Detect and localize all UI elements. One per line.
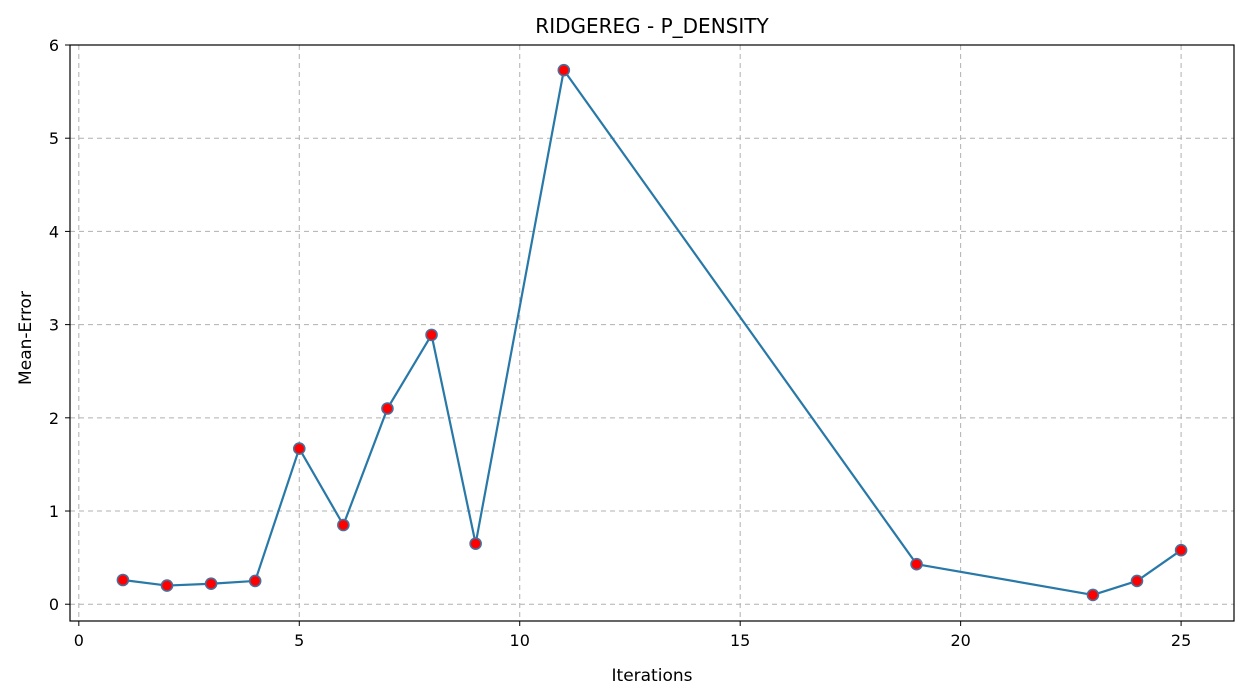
data-series: [116, 63, 1188, 602]
y-tick-label: 1: [49, 502, 59, 521]
x-axis-ticks: 0 5 10 15 20 25: [74, 621, 1191, 650]
y-axis-ticks: 0 1 2 3 4 5 6: [49, 36, 70, 614]
chart-title: RIDGEREG - P_DENSITY: [535, 14, 769, 38]
y-tick-label: 5: [49, 129, 59, 148]
x-tick-label: 5: [294, 631, 304, 650]
y-tick-label: 2: [49, 409, 59, 428]
data-point: [910, 557, 923, 571]
data-point: [1130, 574, 1144, 588]
y-tick-label: 6: [49, 36, 59, 55]
x-tick-label: 10: [510, 631, 530, 650]
data-point: [248, 574, 262, 588]
data-point: [381, 402, 394, 415]
x-tick-label: 0: [74, 631, 84, 650]
y-tick-label: 4: [49, 222, 59, 241]
data-point: [160, 579, 174, 592]
x-tick-label: 15: [730, 631, 750, 650]
x-tick-label: 20: [950, 631, 970, 650]
data-point: [1174, 543, 1188, 557]
data-point: [1086, 588, 1100, 602]
data-point: [337, 518, 350, 532]
y-tick-label: 3: [49, 316, 59, 335]
data-point: [425, 328, 438, 342]
data-point: [116, 573, 130, 587]
x-axis-label: Iterations: [612, 666, 693, 686]
plot-frame: [69, 44, 1235, 622]
data-point: [292, 442, 306, 455]
data-point: [204, 577, 218, 591]
series-line: [122, 69, 1182, 597]
grid-lines: [70, 44, 1234, 621]
data-point: [557, 63, 571, 77]
x-tick-label: 25: [1171, 631, 1191, 650]
data-point: [469, 537, 482, 550]
y-tick-label: 0: [49, 595, 59, 614]
y-axis-label: Mean-Error: [16, 291, 36, 385]
